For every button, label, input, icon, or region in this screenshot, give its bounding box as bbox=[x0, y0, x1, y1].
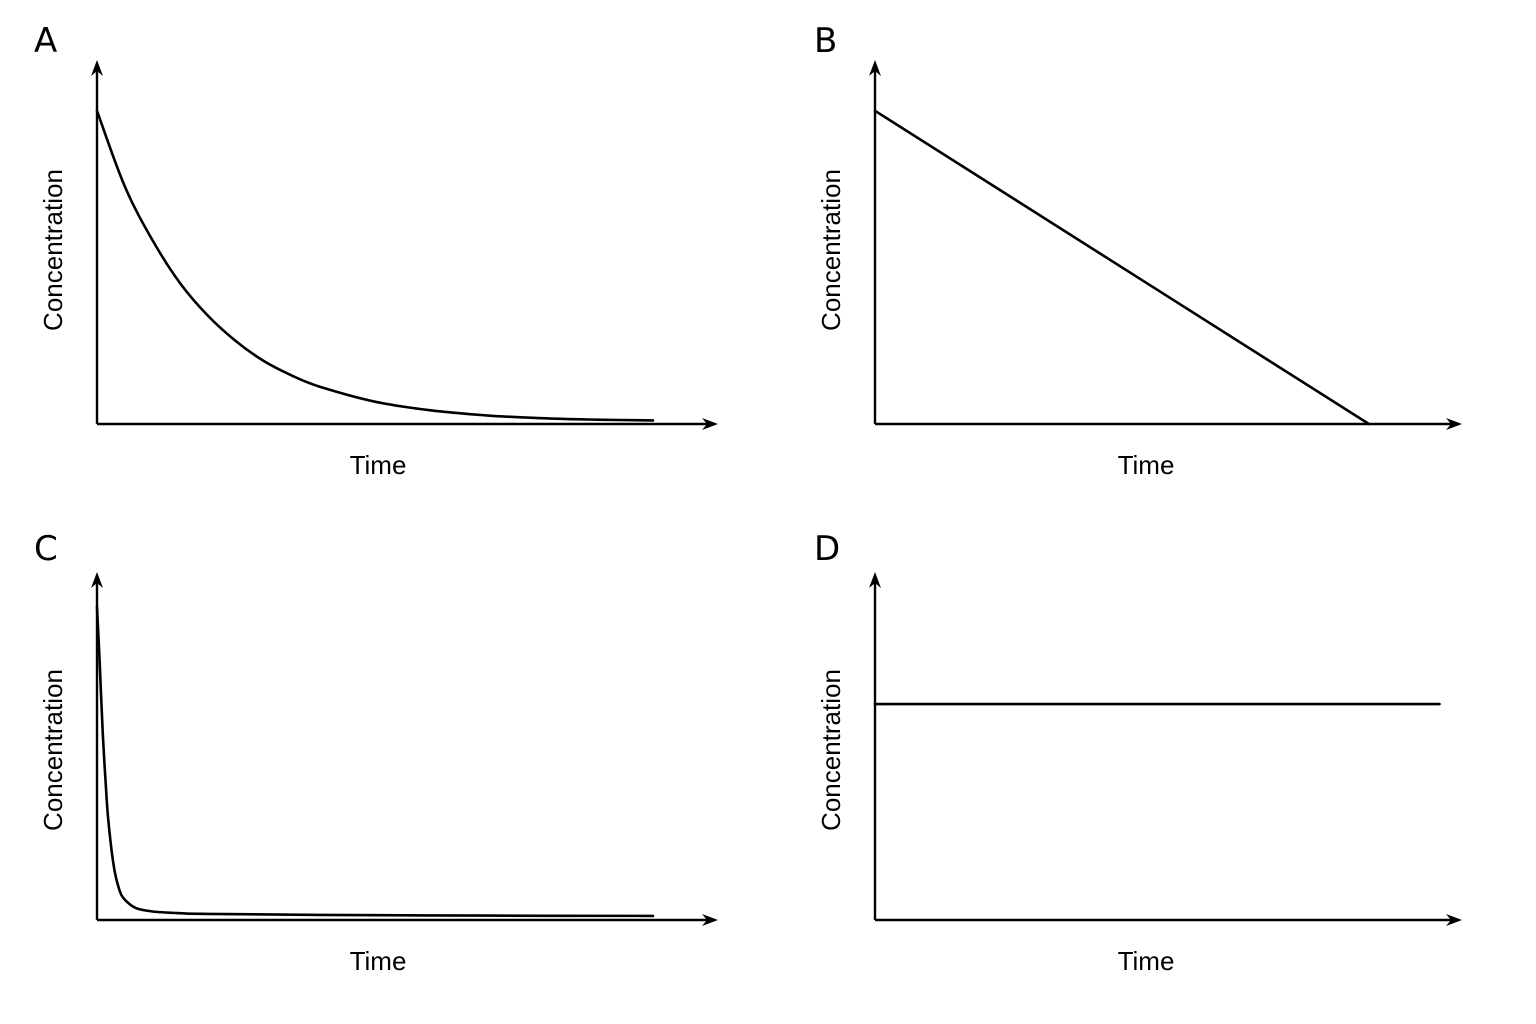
y-axis-arrow bbox=[869, 572, 881, 588]
series-line bbox=[95, 605, 655, 918]
x-axis-arrow bbox=[1446, 418, 1462, 430]
y-axis-arrow bbox=[91, 60, 103, 76]
panel-d: D Time Concentration bbox=[814, 529, 1462, 976]
y-axis-label: Concentration bbox=[38, 169, 68, 331]
panel-letter: D bbox=[814, 529, 840, 569]
panel-c: C Time Concentration bbox=[34, 529, 718, 976]
x-axis-arrow bbox=[1446, 914, 1462, 926]
y-axis-label: Concentration bbox=[816, 669, 846, 831]
series-line bbox=[95, 109, 655, 422]
y-axis-label: Concentration bbox=[816, 169, 846, 331]
x-axis-label: Time bbox=[350, 946, 407, 976]
x-axis-label: Time bbox=[350, 450, 407, 480]
panel-letter: A bbox=[34, 21, 57, 61]
x-axis-arrow bbox=[702, 418, 718, 430]
panel-a: A Time Concentration bbox=[34, 21, 718, 480]
series-line bbox=[873, 109, 1371, 426]
x-axis-label: Time bbox=[1118, 946, 1175, 976]
y-axis-arrow bbox=[91, 572, 103, 588]
x-axis-label: Time bbox=[1118, 450, 1175, 480]
y-axis-arrow bbox=[869, 60, 881, 76]
panel-b: B Time Concentration bbox=[814, 21, 1462, 480]
panel-letter: C bbox=[34, 529, 58, 569]
panel-letter: B bbox=[814, 21, 837, 61]
y-axis-label: Concentration bbox=[38, 669, 68, 831]
x-axis-arrow bbox=[702, 914, 718, 926]
